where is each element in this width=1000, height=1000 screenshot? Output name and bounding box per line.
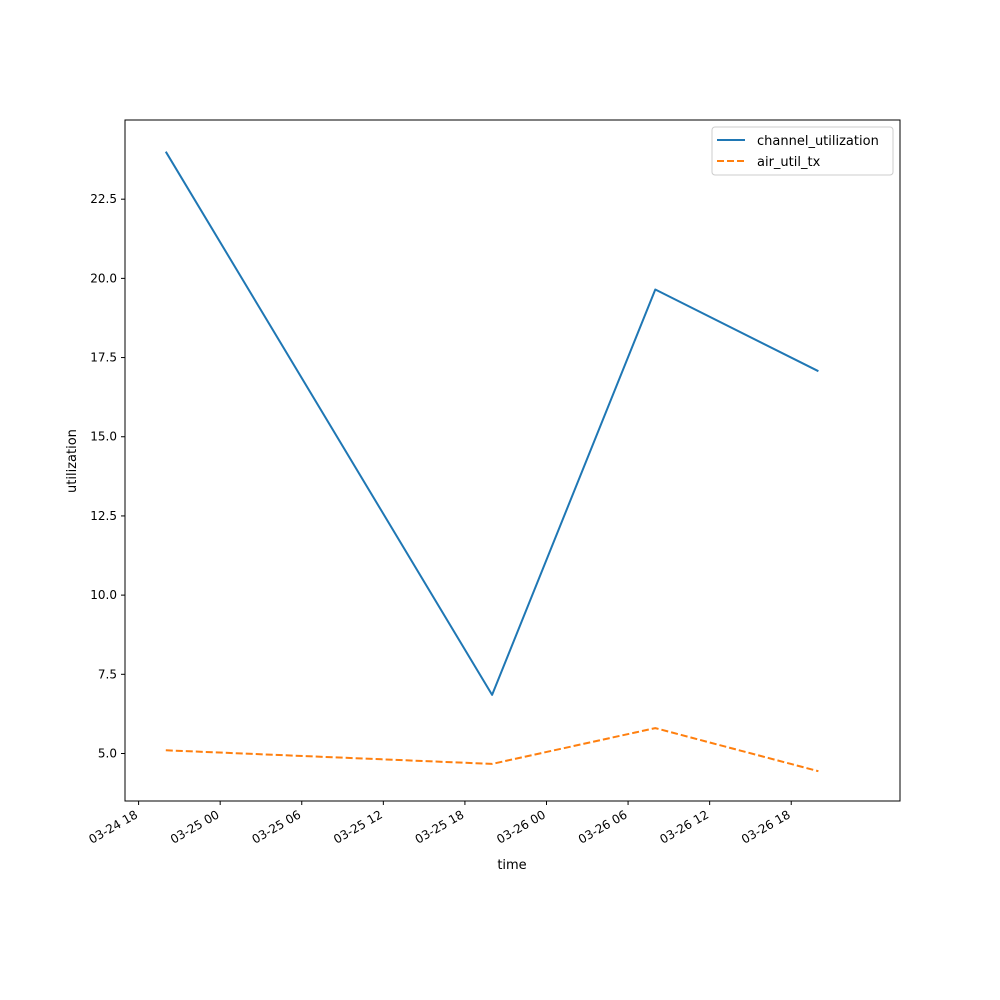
x-tick-label: 03-26 18 xyxy=(739,807,793,846)
y-tick-label: 7.5 xyxy=(98,667,117,681)
legend-label: channel_utilization xyxy=(757,134,879,149)
x-tick-label: 03-25 00 xyxy=(168,807,222,846)
y-tick-label: 15.0 xyxy=(90,430,117,444)
plot-frame xyxy=(124,119,901,802)
x-tick-label: 03-24 18 xyxy=(86,807,140,846)
x-tick-label: 03-25 12 xyxy=(331,807,385,846)
series-line-channel-utilization xyxy=(164,151,819,696)
y-tick-label: 22.5 xyxy=(90,192,117,206)
y-axis: 5.0 7.5 10.0 12.5 15.0 17.5 20.0 22.5 xyxy=(90,192,125,760)
x-tick-label: 03-26 12 xyxy=(657,807,711,846)
x-axis: 03-24 18 03-25 00 03-25 06 03-25 12 03-25 18… xyxy=(86,801,793,847)
y-axis-label: utilization xyxy=(65,429,80,493)
series-line-air-util-tx xyxy=(165,727,819,773)
x-tick-label: 03-26 00 xyxy=(494,807,548,846)
y-tick-label: 20.0 xyxy=(90,271,117,285)
x-tick-label: 03-25 06 xyxy=(250,807,304,846)
x-tick-label: 03-25 18 xyxy=(413,807,467,846)
y-tick-label: 12.5 xyxy=(90,509,117,523)
legend-box xyxy=(711,126,894,176)
legend-label: air_util_tx xyxy=(757,155,821,170)
y-tick-label: 17.5 xyxy=(90,351,117,365)
y-tick-label: 5.0 xyxy=(98,746,117,760)
plot-area xyxy=(125,120,900,801)
x-axis-label: time xyxy=(497,858,526,873)
x-tick-label: 03-26 06 xyxy=(576,807,630,846)
legend: channel_utilization air_util_tx xyxy=(711,126,894,176)
y-tick-label: 10.0 xyxy=(90,588,117,602)
series-layer xyxy=(164,151,819,773)
